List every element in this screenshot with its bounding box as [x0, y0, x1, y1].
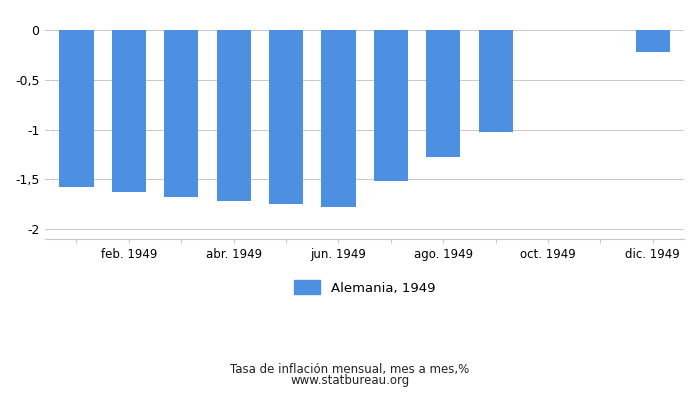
Bar: [112, 30, 146, 192]
Bar: [479, 30, 512, 132]
Bar: [269, 30, 303, 204]
Bar: [321, 30, 356, 207]
Bar: [164, 30, 198, 197]
Legend: Alemania, 1949: Alemania, 1949: [288, 275, 441, 300]
Bar: [217, 30, 251, 201]
Bar: [426, 30, 461, 158]
Text: Tasa de inflación mensual, mes a mes,%: Tasa de inflación mensual, mes a mes,%: [230, 364, 470, 376]
Bar: [60, 30, 94, 187]
Bar: [636, 30, 670, 52]
Bar: [374, 30, 408, 182]
Text: www.statbureau.org: www.statbureau.org: [290, 374, 410, 387]
